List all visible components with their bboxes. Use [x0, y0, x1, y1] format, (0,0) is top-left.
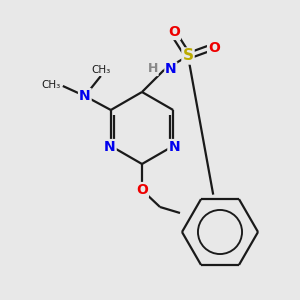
Text: N: N [168, 140, 180, 154]
Text: O: O [168, 25, 180, 39]
Text: S: S [182, 49, 194, 64]
Text: O: O [208, 41, 220, 55]
Text: H: H [148, 62, 158, 76]
Text: O: O [136, 183, 148, 197]
Text: CH₃: CH₃ [42, 80, 61, 90]
Text: N: N [104, 140, 116, 154]
Text: CH₃: CH₃ [91, 65, 110, 75]
Text: N: N [165, 62, 177, 76]
Text: N: N [79, 89, 91, 103]
